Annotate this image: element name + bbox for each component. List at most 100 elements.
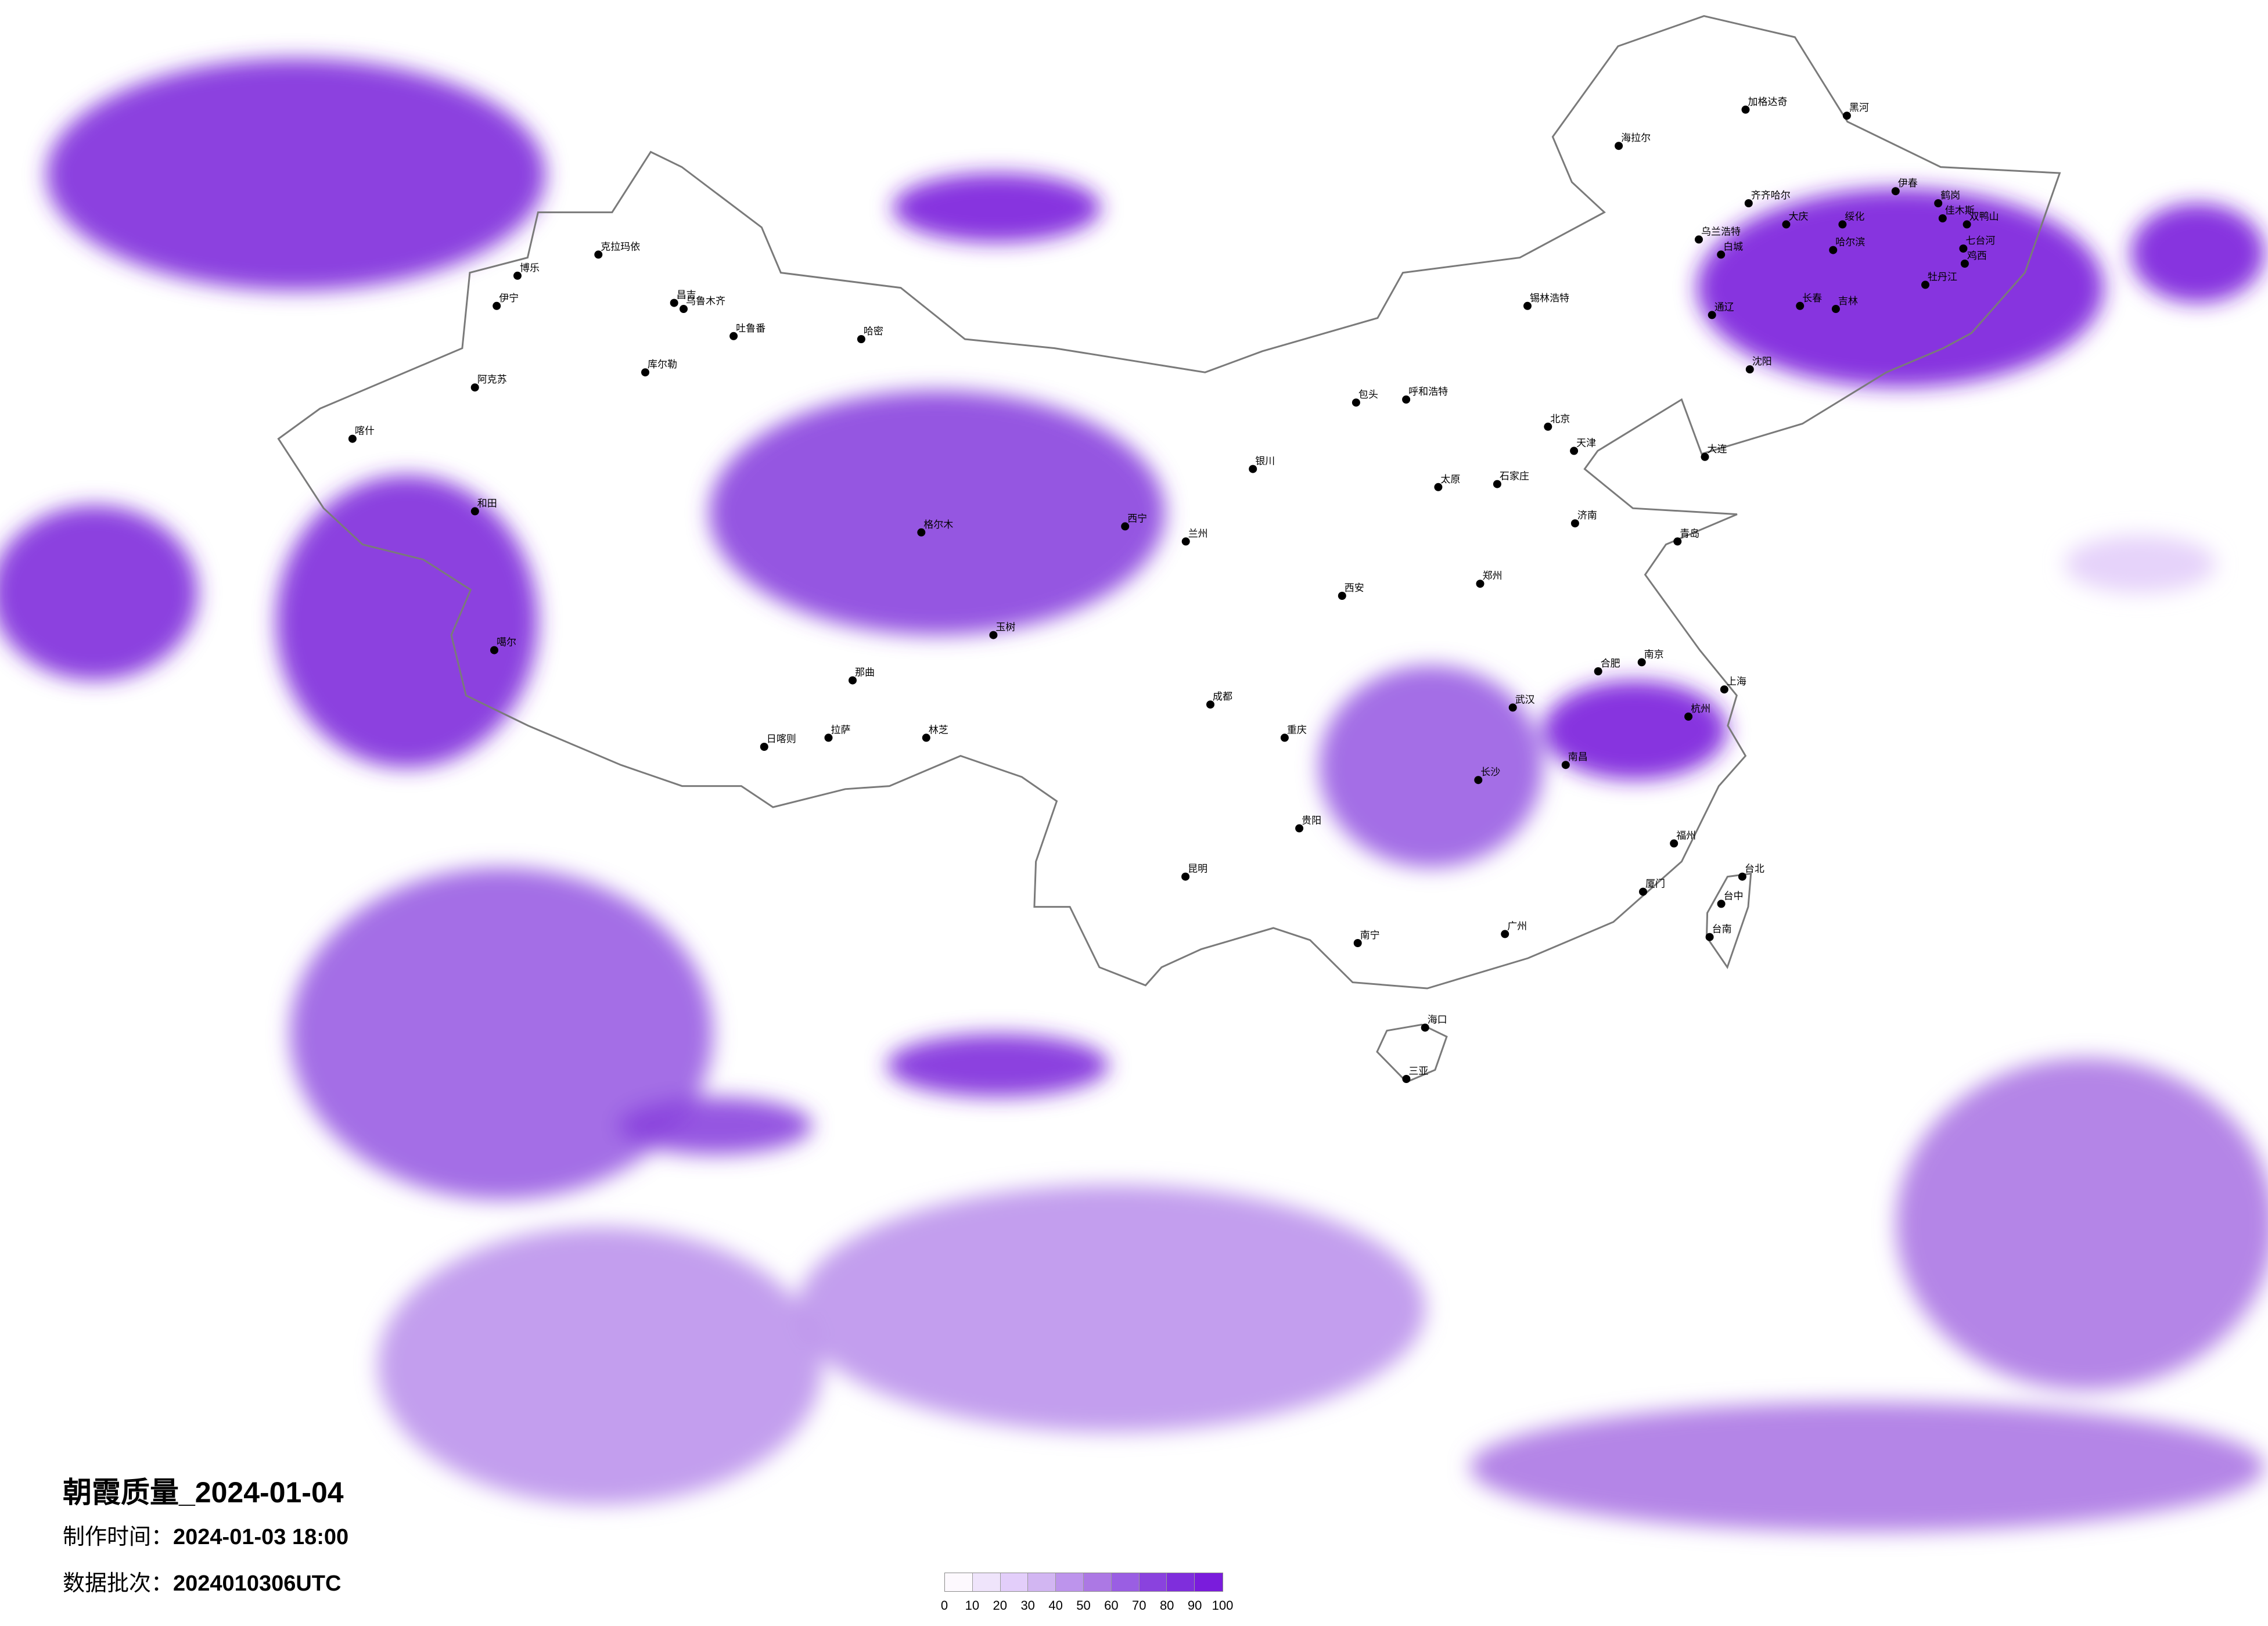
city-label: 长沙 <box>1480 767 1500 778</box>
city-marker: 武汉 <box>1508 694 1535 712</box>
city-label: 哈密 <box>864 326 883 337</box>
heatmap-patch <box>1319 665 1543 868</box>
city-marker: 台南 <box>1705 924 1732 941</box>
city-marker: 林芝 <box>922 724 948 742</box>
colorbar-swatch <box>1056 1573 1084 1591</box>
city-dot <box>1121 522 1130 531</box>
city-label: 齐齐哈尔 <box>1751 190 1791 202</box>
city-dot <box>1934 199 1943 207</box>
city-dot <box>1695 235 1703 244</box>
city-label: 锡林浩特 <box>1530 293 1569 304</box>
city-marker: 七台河 <box>1959 235 1995 253</box>
city-label: 西安 <box>1345 582 1364 594</box>
production-time: 制作时间：2024-01-03 18:00 <box>63 1519 348 1551</box>
city-label: 贵阳 <box>1302 815 1321 826</box>
city-dot <box>1720 685 1728 694</box>
city-label: 成都 <box>1213 691 1232 703</box>
city-marker: 吉林 <box>1831 296 1858 313</box>
city-label: 银川 <box>1255 456 1275 467</box>
colorbar-tick-label: 60 <box>1104 1598 1119 1613</box>
city-label: 博乐 <box>520 262 540 274</box>
city-label: 福州 <box>1676 830 1696 841</box>
city-dot <box>729 332 738 340</box>
city-label: 天津 <box>1576 437 1596 449</box>
city-dot <box>760 743 768 751</box>
colorbar-swatch <box>1139 1573 1167 1591</box>
heatmap-patch <box>617 1097 813 1154</box>
city-label: 武汉 <box>1515 694 1535 706</box>
city-marker: 昆明 <box>1181 864 1207 881</box>
colorbar-tick-label: 70 <box>1132 1598 1146 1613</box>
city-dot <box>1637 658 1646 667</box>
heatmap-patch <box>378 1226 822 1505</box>
city-marker: 南宁 <box>1353 930 1380 947</box>
city-dot <box>1838 220 1847 229</box>
city-dot <box>1570 519 1579 528</box>
city-marker: 西安 <box>1338 582 1364 600</box>
city-label: 双鸭山 <box>1969 211 1999 222</box>
city-label: 绥化 <box>1845 211 1864 222</box>
heatmap-patch <box>1543 680 1727 780</box>
city-marker: 杭州 <box>1684 703 1710 721</box>
city-label: 玉树 <box>995 622 1015 634</box>
colorbar-swatch <box>1028 1573 1056 1591</box>
city-marker: 上海 <box>1720 676 1746 694</box>
city-marker: 昌吉 <box>670 290 696 307</box>
city-label: 南昌 <box>1568 751 1588 763</box>
city-marker: 包头 <box>1352 389 1378 407</box>
colorbar-tick-label: 10 <box>965 1598 980 1613</box>
city-marker: 银川 <box>1249 456 1275 473</box>
city-dot <box>1523 301 1532 310</box>
city-dot <box>1684 713 1693 721</box>
colorbar-tick-label: 40 <box>1048 1598 1063 1613</box>
city-dot <box>1421 1023 1429 1032</box>
city-label: 台北 <box>1745 864 1764 875</box>
city-marker: 黑河 <box>1842 102 1869 120</box>
city-dot <box>1717 250 1726 259</box>
city-marker: 阿克苏 <box>470 374 507 392</box>
city-label: 青岛 <box>1680 528 1699 539</box>
city-dot <box>1493 480 1501 488</box>
heatmap-patch <box>2065 535 2216 593</box>
city-dot <box>1938 214 1947 222</box>
production-time-value: 2024-01-03 18:00 <box>173 1525 349 1549</box>
colorbar-legend <box>944 1573 1223 1592</box>
city-dot <box>1402 1075 1411 1083</box>
city-label: 海口 <box>1428 1015 1447 1026</box>
city-dot <box>1594 667 1602 675</box>
city-dot <box>680 305 688 313</box>
city-dot <box>594 250 603 259</box>
city-dot <box>1474 776 1483 785</box>
city-marker: 成都 <box>1206 691 1232 709</box>
city-marker: 南京 <box>1637 649 1664 667</box>
city-marker: 太原 <box>1434 474 1460 491</box>
city-marker: 重庆 <box>1280 724 1307 742</box>
city-dot <box>1352 398 1360 407</box>
city-dot <box>1476 580 1485 588</box>
city-label: 阿克苏 <box>477 374 507 386</box>
city-marker: 石家庄 <box>1493 471 1529 488</box>
city-dot <box>490 646 498 654</box>
city-label: 白城 <box>1723 241 1743 253</box>
heatmap-patch <box>290 868 713 1200</box>
data-batch-value: 2024010306UTC <box>173 1571 342 1596</box>
city-dot <box>1402 395 1411 404</box>
city-label: 广州 <box>1507 920 1527 932</box>
city-label: 沈阳 <box>1752 356 1772 368</box>
city-dot <box>493 301 501 310</box>
heatmap-patch <box>0 505 198 681</box>
city-label: 昆明 <box>1188 864 1207 875</box>
city-marker: 通辽 <box>1708 301 1734 319</box>
colorbar-tick-label: 100 <box>1212 1598 1234 1613</box>
city-dot <box>670 298 678 307</box>
colorbar-swatch <box>1195 1573 1223 1591</box>
city-label: 太原 <box>1440 474 1460 485</box>
city-label: 噶尔 <box>497 637 516 649</box>
colorbar-swatch <box>1111 1573 1140 1591</box>
city-label: 海拉尔 <box>1621 132 1651 144</box>
city-label: 和田 <box>477 498 497 509</box>
city-dot <box>1673 537 1682 546</box>
city-dot <box>1782 220 1791 229</box>
city-label: 郑州 <box>1483 570 1503 582</box>
city-dot <box>1960 260 1969 268</box>
